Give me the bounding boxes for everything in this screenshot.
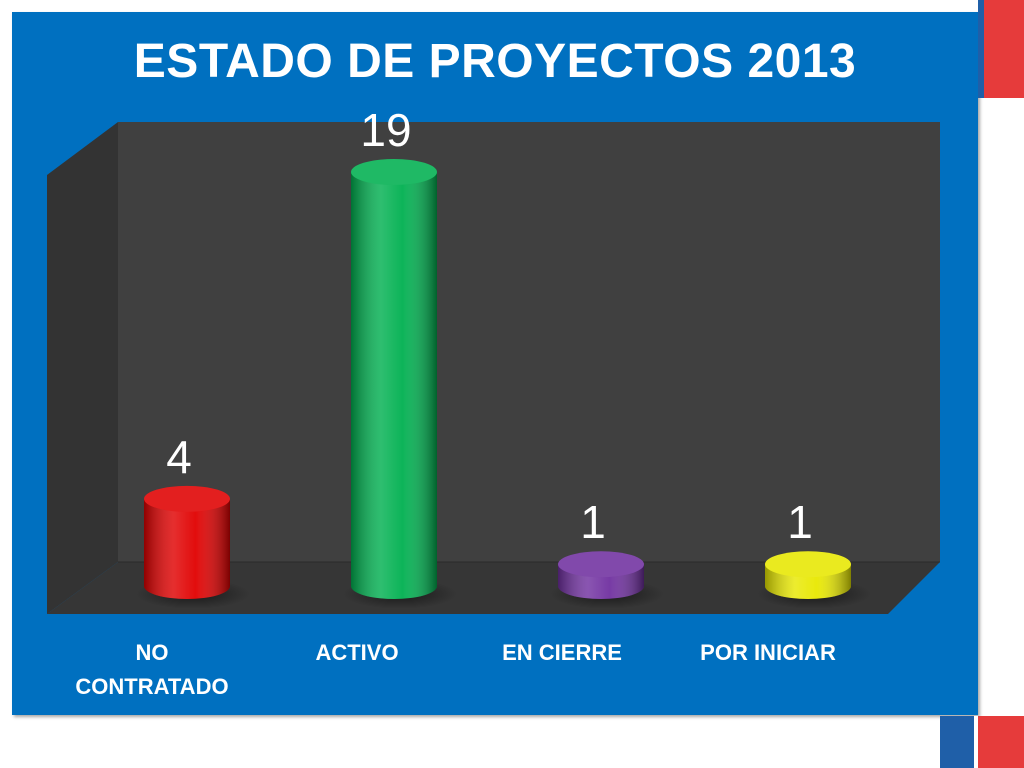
chart-title: ESTADO DE PROYECTOS 2013	[133, 35, 857, 88]
category-label-line: EN CIERRE	[502, 640, 622, 665]
category-label-line: NO	[135, 640, 169, 665]
plot-back-wall	[118, 122, 940, 562]
corner-decoration-top	[978, 0, 1024, 98]
bar-activo	[343, 159, 457, 609]
plot-side-wall	[47, 122, 118, 614]
bar-en-cierre	[550, 551, 664, 609]
category-label: NO CONTRATADO	[52, 636, 252, 704]
data-label: 4	[166, 431, 192, 483]
bar-no-contratado	[136, 485, 250, 609]
category-label: ACTIVO	[257, 636, 457, 670]
data-label: 19	[360, 104, 411, 156]
category-label-line: POR INICIAR	[700, 640, 836, 665]
corner-decoration-bottom	[940, 716, 1024, 768]
category-label: EN CIERRE	[462, 636, 662, 670]
category-label-line: ACTIVO	[315, 640, 399, 665]
data-label: 1	[580, 496, 606, 548]
category-label-line: CONTRATADO	[75, 674, 229, 699]
data-label: 1	[787, 496, 813, 548]
category-label: POR INICIAR	[668, 636, 868, 670]
plot-floor	[47, 562, 940, 614]
bar-por-iniciar	[757, 551, 871, 609]
